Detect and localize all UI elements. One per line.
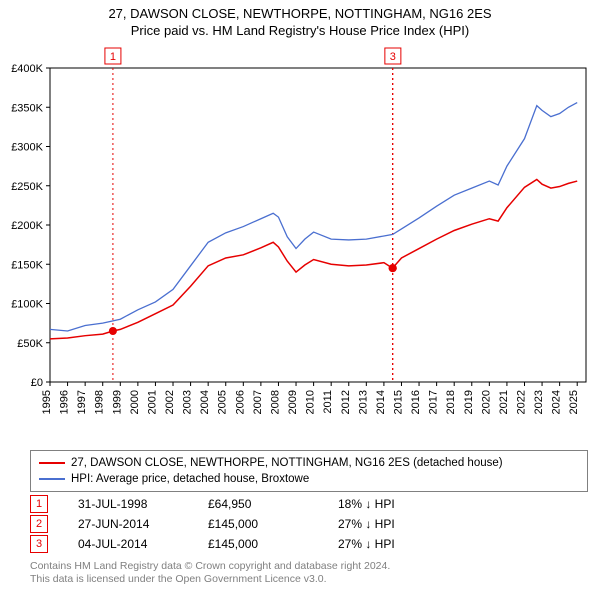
svg-text:2016: 2016: [410, 390, 422, 414]
title-block: 27, DAWSON CLOSE, NEWTHORPE, NOTTINGHAM,…: [0, 0, 600, 38]
chart-container: 27, DAWSON CLOSE, NEWTHORPE, NOTTINGHAM,…: [0, 0, 600, 590]
svg-text:2000: 2000: [129, 390, 141, 414]
legend-swatch-hpi: [39, 478, 65, 480]
svg-text:3: 3: [390, 51, 396, 63]
event-diff: 27% ↓ HPI: [338, 517, 395, 531]
svg-text:2006: 2006: [234, 390, 246, 414]
svg-text:2010: 2010: [305, 390, 317, 414]
svg-text:2008: 2008: [269, 390, 281, 414]
event-price: £64,950: [208, 497, 338, 511]
svg-text:2018: 2018: [445, 390, 457, 414]
event-price: £145,000: [208, 537, 338, 551]
svg-text:2001: 2001: [146, 390, 158, 414]
svg-text:£300K: £300K: [11, 142, 43, 154]
legend-swatch-price-paid: [39, 462, 65, 464]
svg-text:2020: 2020: [480, 390, 492, 414]
svg-text:1996: 1996: [59, 390, 71, 414]
svg-text:£100K: £100K: [11, 299, 43, 311]
svg-text:1997: 1997: [76, 390, 88, 414]
footer-line2: This data is licensed under the Open Gov…: [30, 573, 390, 586]
event-row: 3 04-JUL-2014£145,00027% ↓ HPI: [30, 534, 570, 554]
line-chart: £0 £50K £100K £150K £200K £250K £300K £350K £400…: [0, 44, 600, 444]
event-marker: 1: [30, 495, 48, 513]
footer: Contains HM Land Registry data © Crown c…: [30, 560, 390, 586]
svg-text:£0: £0: [31, 377, 43, 389]
svg-text:2022: 2022: [515, 390, 527, 414]
svg-text:1998: 1998: [94, 390, 106, 414]
event-row: 1 31-JUL-1998£64,95018% ↓ HPI: [30, 494, 570, 514]
svg-text:1995: 1995: [41, 390, 53, 414]
svg-text:£350K: £350K: [11, 102, 43, 114]
event-date: 31-JUL-1998: [78, 497, 208, 511]
legend-label-price-paid: 27, DAWSON CLOSE, NEWTHORPE, NOTTINGHAM,…: [71, 455, 503, 471]
svg-text:2007: 2007: [252, 390, 264, 414]
title-sub: Price paid vs. HM Land Registry's House …: [0, 23, 600, 38]
svg-text:2004: 2004: [199, 390, 211, 414]
svg-text:2019: 2019: [463, 390, 475, 414]
event-diff: 27% ↓ HPI: [338, 537, 395, 551]
event-diff: 18% ↓ HPI: [338, 497, 395, 511]
svg-text:2015: 2015: [392, 390, 404, 414]
svg-text:2017: 2017: [428, 390, 440, 414]
svg-text:2024: 2024: [551, 390, 563, 414]
title-main: 27, DAWSON CLOSE, NEWTHORPE, NOTTINGHAM,…: [0, 6, 600, 21]
svg-text:1999: 1999: [111, 390, 123, 414]
svg-text:2012: 2012: [340, 390, 352, 414]
legend-row-hpi: HPI: Average price, detached house, Brox…: [39, 471, 579, 487]
events-table: 1 31-JUL-1998£64,95018% ↓ HPI 2 27-JUN-2014…: [30, 494, 570, 554]
svg-text:2009: 2009: [287, 390, 299, 414]
svg-text:£400K: £400K: [11, 63, 43, 75]
event-price: £145,000: [208, 517, 338, 531]
svg-text:2011: 2011: [322, 390, 334, 414]
svg-text:1: 1: [110, 51, 116, 63]
event-marker: 3: [30, 535, 48, 553]
event-date: 04-JUL-2014: [78, 537, 208, 551]
legend: 27, DAWSON CLOSE, NEWTHORPE, NOTTINGHAM,…: [30, 450, 588, 492]
legend-row-price-paid: 27, DAWSON CLOSE, NEWTHORPE, NOTTINGHAM,…: [39, 455, 579, 471]
svg-text:2005: 2005: [217, 390, 229, 414]
svg-text:2003: 2003: [182, 390, 194, 414]
svg-text:£150K: £150K: [11, 259, 43, 271]
event-date: 27-JUN-2014: [78, 517, 208, 531]
svg-text:2013: 2013: [357, 390, 369, 414]
event-marker: 2: [30, 515, 48, 533]
svg-text:£50K: £50K: [17, 338, 43, 350]
svg-text:2014: 2014: [375, 390, 387, 414]
legend-label-hpi: HPI: Average price, detached house, Brox…: [71, 471, 309, 487]
svg-text:£200K: £200K: [11, 220, 43, 232]
svg-text:£250K: £250K: [11, 181, 43, 193]
event-row: 2 27-JUN-2014£145,00027% ↓ HPI: [30, 514, 570, 534]
svg-text:2023: 2023: [533, 390, 545, 414]
svg-text:2021: 2021: [498, 390, 510, 414]
footer-line1: Contains HM Land Registry data © Crown c…: [30, 560, 390, 573]
svg-text:2002: 2002: [164, 390, 176, 414]
svg-text:2025: 2025: [568, 390, 580, 414]
